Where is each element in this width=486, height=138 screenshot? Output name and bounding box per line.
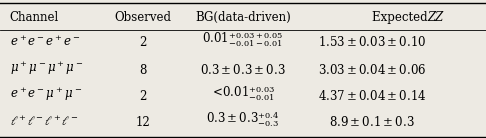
Text: $1.53 \pm 0.03 \pm 0.10$: $1.53 \pm 0.03 \pm 0.10$ — [318, 35, 426, 49]
Text: $0.3 \pm 0.3 \pm 0.3$: $0.3 \pm 0.3 \pm 0.3$ — [200, 63, 286, 77]
Text: $\mu^+\mu^-\mu^+\mu^-$: $\mu^+\mu^-\mu^+\mu^-$ — [10, 59, 83, 77]
Text: $3.03 \pm 0.04 \pm 0.06$: $3.03 \pm 0.04 \pm 0.06$ — [318, 63, 426, 77]
Text: $e^+e^-\mu^+\mu^-$: $e^+e^-\mu^+\mu^-$ — [10, 85, 82, 103]
Text: Observed: Observed — [115, 11, 172, 24]
Text: $8.9 \pm 0.1 \pm 0.3$: $8.9 \pm 0.1 \pm 0.3$ — [329, 115, 415, 129]
Text: $\ell^+\ell^-\ell^+\ell^-$: $\ell^+\ell^-\ell^+\ell^-$ — [10, 115, 78, 129]
Text: Expected: Expected — [372, 11, 431, 24]
Text: $0.01^{+0.03+0.05}_{-0.01-0.01}$: $0.01^{+0.03+0.05}_{-0.01-0.01}$ — [202, 30, 284, 49]
Text: 8: 8 — [139, 64, 147, 77]
Text: ZZ: ZZ — [428, 11, 444, 24]
Text: $4.37 \pm 0.04 \pm 0.14$: $4.37 \pm 0.04 \pm 0.14$ — [317, 89, 426, 103]
Text: $e^+e^-e^+e^-$: $e^+e^-e^+e^-$ — [10, 34, 81, 49]
Text: 2: 2 — [139, 90, 147, 103]
Text: $0.3 \pm 0.3^{+0.4}_{-0.3}$: $0.3 \pm 0.3^{+0.4}_{-0.3}$ — [206, 110, 280, 129]
Text: $<\!0.01^{+0.03}_{-0.01}$: $<\!0.01^{+0.03}_{-0.01}$ — [210, 83, 276, 103]
Text: 12: 12 — [136, 116, 151, 129]
Text: Channel: Channel — [10, 11, 59, 24]
Text: BG(data-driven): BG(data-driven) — [195, 11, 291, 24]
Text: 2: 2 — [139, 36, 147, 49]
